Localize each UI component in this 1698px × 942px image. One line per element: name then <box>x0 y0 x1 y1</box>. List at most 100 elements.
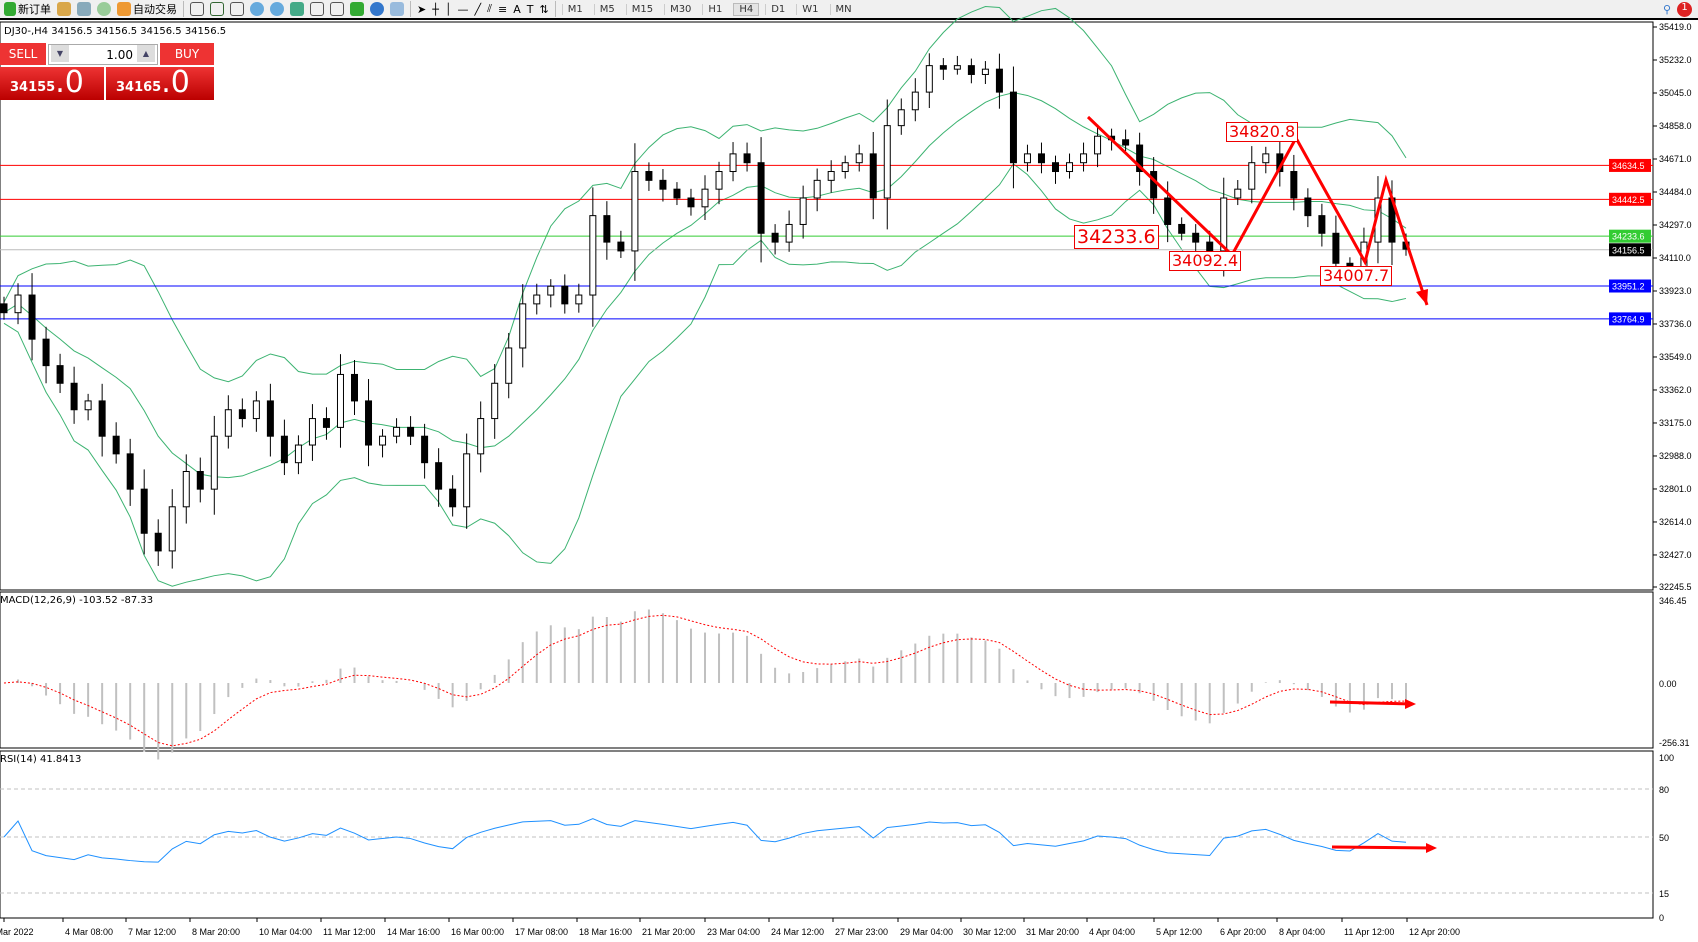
signals-icon[interactable] <box>97 2 111 16</box>
zoom-in-icon[interactable] <box>250 2 264 16</box>
templates-icon[interactable] <box>390 2 404 16</box>
bull-candle <box>252 400 260 420</box>
zigzag-arrow <box>1086 115 1429 306</box>
periods-clock-icon[interactable] <box>370 2 384 16</box>
time-tick-label: 24 Mar 12:00 <box>771 927 824 937</box>
price-annotation[interactable]: 34820.8 <box>1226 122 1299 142</box>
price-annotation[interactable]: 34233.6 <box>1074 225 1159 249</box>
bull-candle <box>729 153 737 173</box>
tile-windows-icon[interactable] <box>290 2 304 16</box>
time-tick-label: 4 Mar 08:00 <box>65 927 113 937</box>
price-tick-label: 33923.0 <box>1659 286 1692 296</box>
bull-candle <box>855 153 863 164</box>
bear-candle <box>351 373 358 402</box>
bear-candle <box>617 241 625 252</box>
buy-button[interactable]: BUY <box>160 43 214 65</box>
timeframe-d1[interactable]: D1 <box>765 3 790 15</box>
bear-candle <box>1052 162 1059 173</box>
bear-candle <box>407 426 415 437</box>
lot-increase-button[interactable]: ▲ <box>137 45 155 62</box>
time-tick-label: 6 Apr 20:00 <box>1220 927 1266 937</box>
new-order-button[interactable]: 新订单 <box>4 1 51 17</box>
bar-chart-icon[interactable] <box>190 2 204 16</box>
timeframe-h4[interactable]: H4 <box>733 2 760 16</box>
bear-candle <box>1136 144 1144 173</box>
bear-candle <box>196 471 204 490</box>
bear-candle <box>687 197 695 208</box>
autoscroll-icon[interactable] <box>310 2 324 16</box>
price-level-badge <box>1609 192 1651 206</box>
fibonacci-icon[interactable]: ≡ <box>498 2 508 16</box>
trendline-icon[interactable]: ╱ <box>474 2 482 16</box>
bear-candle <box>140 488 148 534</box>
new-order-icon <box>4 2 16 16</box>
timeframe-mn[interactable]: MN <box>829 3 857 15</box>
time-tick-label: 16 Mar 00:00 <box>451 927 504 937</box>
chart-shift-icon[interactable] <box>330 2 344 16</box>
bear-candle <box>967 65 975 75</box>
macd-tick-label: 0.00 <box>1659 679 1677 689</box>
notification-badge[interactable]: 1 <box>1677 1 1692 17</box>
timeframe-m5[interactable]: M5 <box>593 3 620 15</box>
time-tick-label: 10 Mar 04:00 <box>259 927 312 937</box>
price-level-label: 34156.5 <box>1612 245 1645 255</box>
sell-button[interactable]: SELL <box>0 43 46 65</box>
buy-price-button[interactable]: 34165.0 <box>106 67 214 100</box>
price-annotation[interactable]: 34007.7 <box>1320 266 1393 286</box>
text-label-icon[interactable]: T <box>526 2 534 16</box>
candlestick-icon[interactable] <box>210 2 224 16</box>
equidistant-channel-icon[interactable]: ⫽ <box>487 2 492 15</box>
buy-price-fraction: .0 <box>161 65 190 100</box>
bull-candle <box>336 373 344 428</box>
bull-candle <box>925 65 933 93</box>
bull-candle <box>799 197 807 225</box>
auto-trading-button[interactable]: 自动交易 <box>117 1 177 17</box>
timeframe-h1[interactable]: H1 <box>702 3 727 15</box>
bear-candle <box>1037 153 1045 164</box>
price-level-label: 33951.2 <box>1612 282 1645 292</box>
timeframe-m30[interactable]: M30 <box>664 3 696 15</box>
zoom-out-icon[interactable] <box>270 2 284 16</box>
price-level-label: 34634.5 <box>1612 161 1645 171</box>
bear-candle <box>1192 232 1200 243</box>
indicators-icon[interactable] <box>350 2 364 16</box>
rsi-arrow <box>1331 845 1433 850</box>
bear-candle <box>939 65 947 70</box>
time-tick-label: 8 Mar 20:00 <box>192 927 240 937</box>
vertical-line-icon[interactable]: │ <box>444 2 452 16</box>
bull-candle <box>533 294 541 305</box>
price-annotation[interactable]: 34092.4 <box>1169 251 1242 271</box>
time-tick-label: 27 Mar 23:00 <box>835 927 888 937</box>
bull-candle <box>883 125 891 199</box>
cursor-icon[interactable]: ➤ <box>417 2 427 16</box>
timeframe-m1[interactable]: M1 <box>561 3 588 15</box>
bear-candle <box>1304 197 1312 217</box>
bull-candle <box>308 418 316 446</box>
timeframe-m15[interactable]: M15 <box>625 3 658 15</box>
price-tick-label: 34297.0 <box>1659 220 1692 230</box>
navigator-icon[interactable] <box>77 2 91 16</box>
rsi-line <box>3 818 1407 863</box>
arrows-icon[interactable]: ⇅ <box>539 2 549 16</box>
bear-candle <box>365 400 373 446</box>
bear-candle <box>1164 197 1172 225</box>
sell-price-button[interactable]: 34155.0 <box>0 67 104 100</box>
horizontal-line-icon[interactable]: — <box>457 2 469 16</box>
line-chart-icon[interactable] <box>230 2 244 16</box>
rsi-tick-label: 50 <box>1659 833 1669 843</box>
sell-price: 34155 <box>10 80 56 95</box>
bull-candle <box>1094 135 1102 155</box>
market-watch-icon[interactable] <box>57 2 71 16</box>
text-icon[interactable]: A <box>513 2 521 16</box>
lot-size-input[interactable]: 1.00 <box>48 44 158 65</box>
bear-candle <box>673 188 681 199</box>
bear-candle <box>603 215 611 243</box>
search-icon[interactable]: ⚲ <box>1662 2 1671 16</box>
lot-decrease-button[interactable]: ▼ <box>51 45 69 62</box>
crosshair-icon[interactable]: ┼ <box>432 2 439 16</box>
timeframe-w1[interactable]: W1 <box>796 3 823 15</box>
rsi-tick-label: 100 <box>1659 753 1674 763</box>
bear-candle <box>869 153 877 199</box>
toolbar: 新订单 自动交易 ➤ ┼ │ — ╱ ⫽ ≡ A T ⇅ M1 M5 M15 M… <box>0 0 1698 20</box>
